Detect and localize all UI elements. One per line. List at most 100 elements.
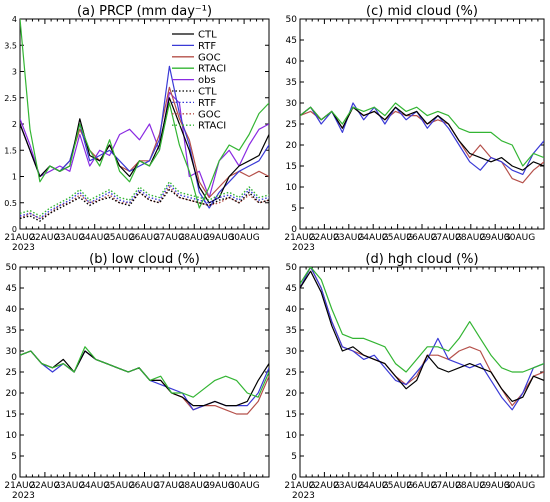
x-tick-label: 21AUG	[284, 481, 315, 491]
x-tick-label: 22AUG	[309, 481, 340, 491]
x-tick-label: 29AUG	[480, 233, 511, 243]
y-tick-label: 30	[286, 347, 298, 357]
y-tick-label: 5	[291, 452, 297, 462]
x-tick-label: 26AUG	[129, 481, 160, 491]
y-tick-label: 20	[286, 141, 298, 151]
y-tick-label: 3.5	[4, 41, 17, 50]
series-line-rtf-dotted	[20, 183, 269, 220]
x-tick-label: 24AUG	[358, 481, 389, 491]
y-tick-label: 3	[12, 68, 17, 77]
x-tick-label: 24AUG	[79, 233, 110, 243]
x-tick-label: 23AUG	[333, 233, 364, 243]
y-tick-label: 2	[12, 120, 17, 129]
y-tick-label: 35	[286, 326, 297, 336]
panel-title: (a) PRCP (mm day⁻¹)	[77, 4, 212, 19]
series-line-rtaci	[20, 346, 269, 398]
x-tick-label: 24AUG	[79, 481, 110, 491]
series-line-rtaci	[20, 19, 269, 209]
panel-high-cloud: (d) hgh cloud (%) 0 5 10 15 20 25 30 35 40 45 50 21A…	[284, 252, 545, 501]
legend-label: CTL	[198, 87, 217, 98]
y-tick-label: 40	[286, 57, 298, 67]
x-tick-label: 28AUG	[455, 233, 486, 243]
y-tick-label: 35	[6, 326, 17, 336]
y-tick-label: 10	[286, 431, 298, 441]
x-year-label: 2023	[12, 491, 35, 501]
y-tick-label: 40	[6, 305, 18, 315]
series-line-rtf	[20, 65, 269, 209]
y-tick-label: 0	[291, 225, 297, 235]
x-tick-label: 30AUG	[229, 233, 260, 243]
x-tick-label: 29AUG	[480, 481, 511, 491]
legend-label: RTF	[198, 41, 216, 52]
plot-frame	[19, 18, 270, 230]
x-tick-label: 26AUG	[406, 233, 437, 243]
series-line-ctl-dotted	[20, 188, 269, 222]
y-tick-label: 20	[6, 389, 18, 399]
panel-title: (d) hgh cloud (%)	[365, 252, 478, 267]
y-tick-label: 0	[291, 473, 297, 483]
x-tick-label: 29AUG	[204, 481, 235, 491]
x-year-label: 2023	[292, 491, 315, 501]
y-tick-label: 0.5	[4, 199, 17, 208]
y-tick-label: 15	[286, 162, 297, 172]
x-year-label: 2023	[12, 243, 35, 253]
y-tick-label: 25	[286, 368, 297, 378]
legend-label: RTF	[198, 98, 216, 109]
y-tick-label: 40	[286, 305, 298, 315]
series-line-obs	[20, 91, 269, 199]
panel-title: (c) mid cloud (%)	[366, 4, 478, 19]
y-tick-label: 45	[6, 284, 17, 294]
x-tick-label: 23AUG	[333, 481, 364, 491]
x-tick-label: 25AUG	[104, 233, 135, 243]
y-tick-label: 15	[286, 410, 297, 420]
x-tick-label: 28AUG	[179, 481, 210, 491]
y-tick-label: 2.5	[4, 94, 17, 103]
x-tick-label: 23AUG	[54, 481, 85, 491]
y-tick-label: 35	[286, 78, 297, 88]
series-line-goc	[20, 350, 269, 415]
y-tick-label: 10	[6, 431, 18, 441]
x-tick-label: 27AUG	[154, 481, 185, 491]
x-tick-label: 21AUG	[284, 233, 315, 243]
x-tick-label: 28AUG	[455, 481, 486, 491]
y-tick-label: 5	[11, 452, 17, 462]
x-tick-label: 27AUG	[431, 233, 462, 243]
y-tick-label: 25	[286, 120, 297, 130]
series-line-rtf	[300, 102, 544, 175]
x-tick-label: 22AUG	[309, 233, 340, 243]
x-tick-label: 24AUG	[358, 233, 389, 243]
y-tick-label: 1	[12, 173, 17, 182]
x-tick-label: 21AUG	[4, 481, 35, 491]
series-line-rtf	[20, 350, 269, 411]
legend-label: obs	[198, 75, 216, 86]
panel-mid-cloud: (c) mid cloud (%) 0 5 10 15 20 25 30 35 40 45 50 21A…	[284, 4, 545, 253]
x-tick-label: 30AUG	[504, 233, 535, 243]
y-tick-label: 0	[11, 473, 17, 483]
x-tick-label: 22AUG	[29, 481, 60, 491]
series-line-goc	[20, 86, 269, 199]
series-line-ctl	[20, 97, 269, 204]
y-tick-label: 10	[286, 183, 298, 193]
legend-label: RTACI	[198, 121, 226, 132]
x-tick-label: 26AUG	[406, 481, 437, 491]
panel-low-cloud: (b) low cloud (%) 0 5 10 15 20 25 30 35 40 45 50 21A…	[4, 252, 270, 501]
series-line-rtaci	[300, 267, 544, 373]
y-tick-label: 45	[286, 36, 297, 46]
x-tick-label: 21AUG	[4, 233, 35, 243]
plot-frame	[19, 266, 270, 478]
series-line-rtaci-dotted	[20, 181, 269, 217]
x-tick-label: 25AUG	[382, 481, 413, 491]
y-tick-label: 5	[291, 204, 297, 214]
x-tick-label: 28AUG	[179, 233, 210, 243]
y-tick-label: 25	[6, 368, 17, 378]
series-line-rtaci	[300, 102, 544, 167]
series-line-goc-dotted	[20, 186, 269, 220]
y-tick-label: 50	[6, 263, 18, 273]
x-tick-label: 25AUG	[104, 481, 135, 491]
y-tick-label: 30	[6, 347, 18, 357]
y-tick-label: 15	[6, 410, 17, 420]
plot-frame	[299, 18, 545, 230]
x-tick-label: 27AUG	[154, 233, 185, 243]
legend-label: GOC	[198, 109, 221, 120]
